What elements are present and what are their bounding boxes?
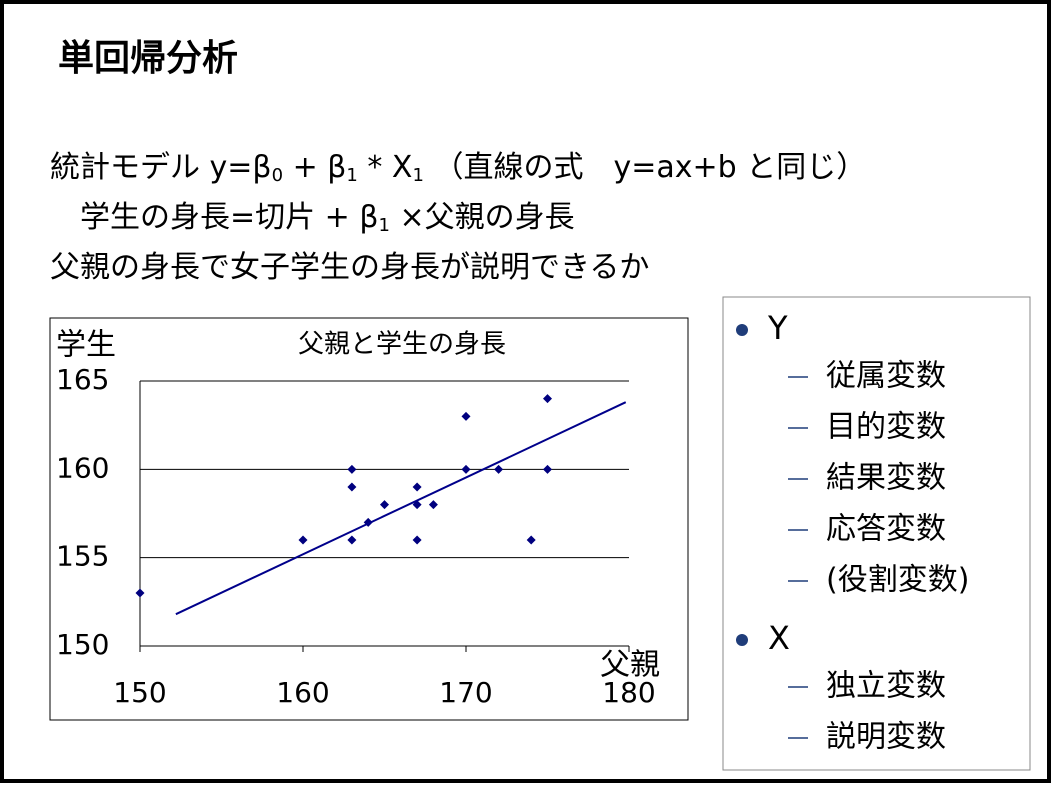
data-point	[298, 535, 308, 545]
data-point	[543, 394, 552, 404]
data-point	[347, 464, 357, 474]
bullet	[736, 634, 748, 646]
y-tick-label: 155	[56, 540, 109, 573]
text-run: ×父親の身長	[390, 200, 575, 235]
subscript: 1	[412, 165, 423, 186]
data-point	[461, 464, 471, 474]
data-point	[461, 411, 471, 421]
term-item: 従属変数	[826, 359, 946, 394]
x-tick-label: 180	[602, 676, 655, 709]
bullet	[736, 324, 748, 336]
subscript: 1	[379, 215, 390, 236]
text-run: （直線の式 y=ax+b と同じ）	[424, 150, 866, 185]
x-axis-label: 父親	[600, 648, 660, 683]
data-point	[135, 588, 145, 598]
data-point	[347, 535, 357, 545]
data-point	[347, 482, 357, 492]
text-run: * X	[358, 150, 413, 185]
data-point	[494, 464, 504, 474]
data-point	[412, 535, 422, 545]
y-axis-label: 学生	[56, 328, 116, 363]
text-run: 学生の身長=切片 + β	[50, 200, 379, 235]
term-item: (役割変数)	[826, 563, 969, 598]
x-tick-label: 170	[439, 676, 492, 709]
term-item: 応答変数	[826, 512, 946, 547]
chart-frame	[49, 317, 689, 721]
text-run: + β	[283, 150, 346, 185]
body-text: 統計モデル y=β0 + β1 * X1 （直線の式 y=ax+b と同じ） 学…	[50, 150, 866, 285]
body-line: 父親の身長で女子学生の身長が説明できるか	[50, 250, 649, 285]
text-run: 統計モデル y=β	[50, 150, 272, 185]
data-point	[412, 482, 422, 492]
y-tick-label: 150	[56, 628, 109, 661]
y-tick-label: 165	[56, 363, 109, 396]
data-point	[526, 535, 536, 545]
chart-title: 父親と学生の身長	[298, 330, 506, 360]
body-line: 統計モデル y=β0 + β1 * X1 （直線の式 y=ax+b と同じ）	[50, 150, 866, 187]
y-tick-label: 160	[56, 451, 109, 484]
slide-title: 単回帰分析	[58, 38, 238, 79]
term-item: 結果変数	[826, 461, 946, 496]
trend-line	[175, 401, 627, 616]
body-line: 学生の身長=切片 + β1 ×父親の身長	[50, 200, 575, 237]
data-point	[543, 464, 552, 474]
x-tick-label: 150	[113, 676, 166, 709]
data-point	[428, 500, 438, 510]
term-heading: X	[768, 619, 790, 657]
x-tick-label: 160	[276, 676, 329, 709]
data-point	[380, 500, 389, 510]
term-item: 目的変数	[826, 410, 946, 445]
text-run: 父親の身長で女子学生の身長が説明できるか	[50, 250, 649, 285]
subscript: 1	[346, 165, 357, 186]
terms-box	[722, 296, 1031, 771]
term-heading: Y	[767, 309, 788, 347]
subscript: 0	[272, 165, 283, 186]
term-item: 説明変数	[826, 720, 946, 755]
term-item: 独立変数	[826, 669, 946, 704]
